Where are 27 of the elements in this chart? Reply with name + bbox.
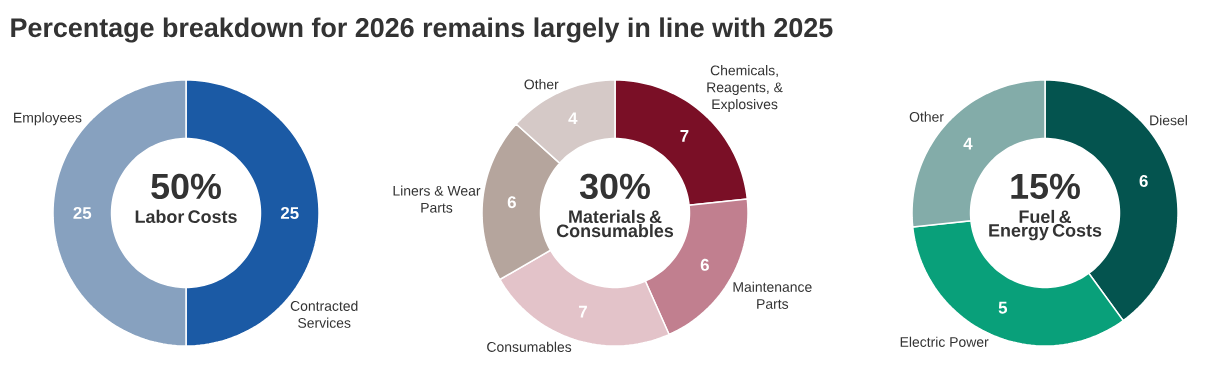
slice-label: Maintenance Parts [733,281,812,309]
data-label: 4 [568,112,578,125]
slice-label: Contracted Services [290,300,358,328]
slice-label: Liners & Wear Parts [393,185,481,213]
slice-label: Other [524,79,559,90]
text: Percentage breakdown for 2026 remains largely in line with 2025 [11,17,833,43]
data-label: 6 [507,196,516,209]
data-label: 6 [1139,174,1148,187]
data-label: 7 [680,130,689,142]
data-label: 25 [280,207,299,219]
data-label: 5 [998,301,1008,314]
slice-label: Other [909,111,944,122]
data-label: 4 [963,137,973,150]
slice-label: Employees [14,112,82,126]
slice-label: Chemicals, Reagents, & Explosives [707,65,783,112]
slice-label: Diesel [1150,115,1187,126]
text: 15% [1011,173,1080,200]
slice-label: Electric Power [900,336,989,347]
data-label: 6 [700,258,709,271]
text: Labor Costs [135,209,237,224]
text: Materials & Consumables [556,209,674,238]
data-label: 25 [73,207,92,219]
text: 50% [151,173,221,200]
slice-label: Consumables [487,341,572,352]
text: Fuel & Energy Costs [989,209,1102,241]
text: 30% [579,173,650,200]
data-label: 7 [578,305,587,318]
